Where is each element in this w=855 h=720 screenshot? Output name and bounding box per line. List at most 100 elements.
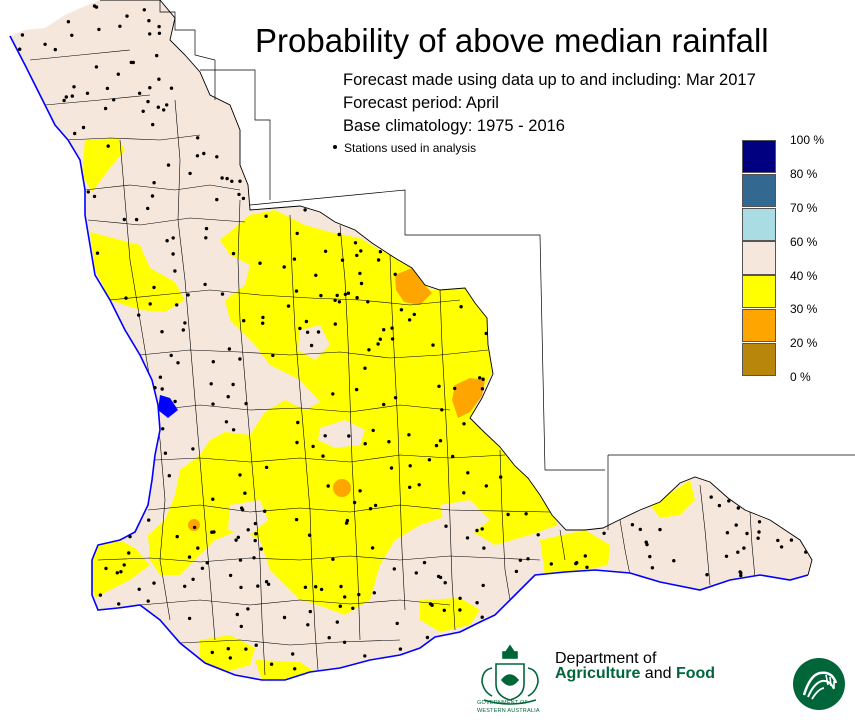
station-marker — [367, 348, 371, 352]
station-marker — [443, 581, 447, 585]
station-marker — [66, 20, 71, 24]
station-marker — [376, 258, 381, 262]
station-marker — [151, 122, 155, 127]
station-marker — [122, 563, 126, 567]
station-marker — [148, 32, 152, 36]
station-marker — [327, 636, 331, 640]
station-marker — [282, 615, 287, 620]
station-marker — [343, 292, 348, 296]
station-marker — [484, 484, 488, 488]
station-marker — [321, 454, 325, 458]
station-marker — [440, 408, 444, 412]
station-marker — [238, 357, 242, 361]
station-marker — [337, 232, 341, 237]
station-marker — [724, 554, 729, 558]
station-marker — [437, 384, 441, 388]
station-marker — [337, 300, 342, 304]
station-marker — [152, 181, 156, 185]
station-marker — [169, 86, 174, 90]
station-marker — [459, 305, 463, 309]
station-marker — [243, 491, 247, 495]
station-marker — [200, 566, 205, 570]
station-marker — [236, 535, 240, 539]
station-marker — [392, 567, 396, 571]
station-marker — [220, 292, 225, 296]
station-marker — [408, 485, 412, 489]
station-marker — [137, 313, 141, 317]
station-marker — [316, 330, 321, 334]
station-marker — [638, 527, 642, 532]
station-marker — [549, 562, 553, 566]
station-marker — [398, 647, 403, 651]
station-marker — [478, 376, 482, 380]
station-marker — [292, 257, 297, 261]
legend-label-30: 30 % — [790, 302, 818, 316]
station-marker — [323, 249, 328, 253]
station-marker — [727, 499, 731, 503]
station-marker — [258, 261, 262, 265]
station-marker — [220, 176, 224, 180]
station-marker — [526, 557, 530, 561]
station-marker — [462, 491, 466, 495]
station-marker — [291, 652, 295, 656]
station-marker — [230, 179, 234, 183]
station-marker — [20, 33, 25, 37]
station-marker — [475, 528, 479, 533]
station-marker — [331, 392, 335, 396]
station-marker — [757, 530, 761, 534]
station-marker — [256, 584, 260, 588]
station-marker — [97, 27, 101, 32]
station-marker — [387, 440, 391, 444]
station-marker — [204, 226, 209, 231]
legend-swatch-20-30 — [742, 308, 776, 343]
station-marker — [259, 547, 263, 551]
station-marker — [363, 366, 367, 370]
legend-swatch-70-80 — [742, 173, 776, 208]
station-marker — [390, 326, 394, 330]
station-marker — [342, 640, 347, 644]
shire-boundaries — [29, 49, 756, 676]
station-marker — [147, 518, 151, 522]
station-marker — [431, 343, 435, 347]
coastline — [9, 35, 809, 681]
station-marker — [462, 422, 466, 426]
stations-legend-label: Stations used in analysis — [344, 141, 477, 155]
station-marker — [444, 524, 448, 528]
station-marker — [165, 239, 169, 243]
station-marker — [202, 151, 206, 156]
station-marker — [237, 192, 241, 197]
forecast-date-line: Forecast made using data up to and inclu… — [343, 71, 756, 89]
station-marker — [295, 440, 299, 445]
station-marker — [215, 197, 219, 202]
station-marker — [115, 571, 120, 575]
station-marker — [146, 206, 150, 211]
station-marker — [266, 582, 271, 586]
station-marker — [340, 258, 345, 262]
station-marker — [434, 443, 439, 448]
station-marker — [228, 573, 233, 578]
legend-label-60: 60 % — [790, 235, 818, 249]
station-marker — [73, 131, 77, 136]
station-marker — [187, 616, 192, 621]
station-marker — [363, 654, 367, 658]
station-marker — [804, 550, 808, 554]
station-marker — [146, 599, 150, 603]
station-marker — [293, 667, 297, 671]
station-marker — [162, 108, 166, 112]
station-marker — [658, 527, 662, 532]
station-marker — [408, 464, 412, 468]
station-marker — [210, 650, 214, 655]
station-marker — [176, 361, 180, 365]
station-marker — [466, 471, 470, 475]
station-marker — [53, 47, 57, 52]
station-marker — [231, 251, 236, 256]
station-marker — [734, 523, 738, 527]
station-marker — [192, 525, 197, 530]
probability-30-40-zones — [188, 268, 485, 531]
station-marker — [480, 615, 484, 619]
legend-label-20: 20 % — [790, 336, 818, 350]
station-marker — [736, 506, 740, 510]
station-marker — [105, 86, 110, 91]
station-marker — [261, 315, 265, 320]
station-marker — [244, 401, 248, 406]
